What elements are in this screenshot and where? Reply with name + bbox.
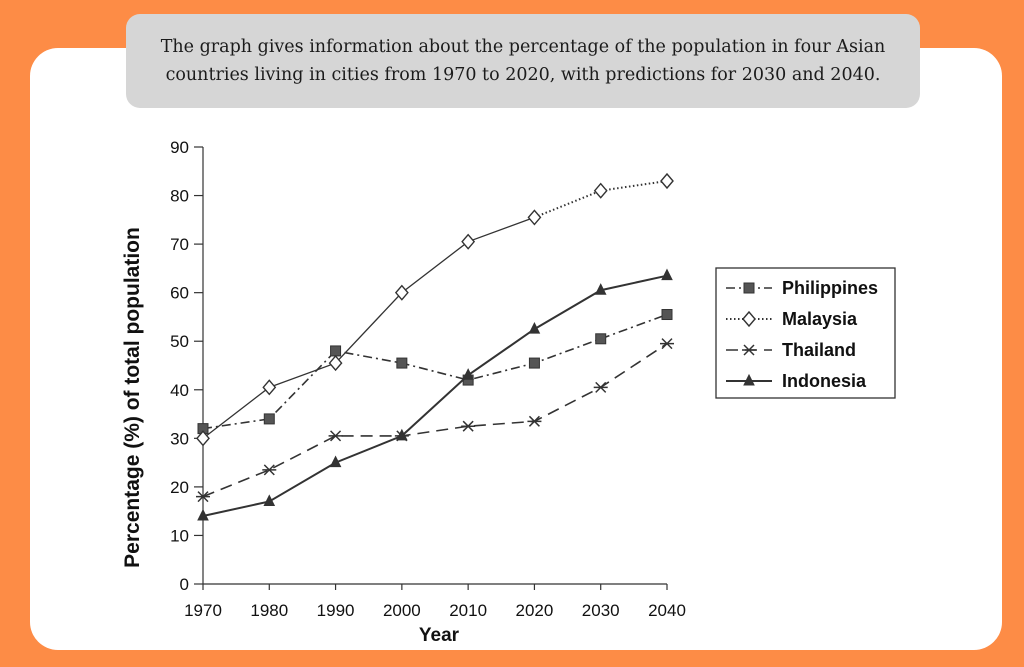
x-tick-label: 1990 [317,601,355,620]
y-tick-label: 80 [170,187,189,206]
x-axis-label: Year [419,625,460,646]
series-line-thailand [202,342,668,498]
data-point-malaysia [527,209,542,226]
data-point-thailand [262,464,277,476]
data-point-indonesia [661,268,673,281]
data-point-indonesia [462,368,474,380]
legend-marker-indonesia [743,373,755,386]
series-line-philippines [202,313,668,430]
data-point-indonesia [263,494,276,506]
caption-banner: The graph gives information about the pe… [126,14,920,108]
data-point-thailand [328,430,343,442]
data-point-thailand [660,338,674,350]
y-tick-label: 10 [170,526,189,545]
x-tick-label: 2040 [648,601,686,620]
legend-item-indonesia: Indonesia [726,371,867,391]
x-tick-label: 2000 [383,601,421,620]
data-point-philippines [263,413,275,425]
data-point-philippines [396,357,408,369]
data-point-thailand [196,491,210,503]
data-point-thailand [527,415,542,427]
data-point-malaysia [660,172,674,190]
y-tick-label: 0 [180,575,189,594]
data-point-philippines [661,309,673,321]
legend-label-thailand: Thailand [782,340,856,360]
series-line-indonesia [202,274,668,517]
data-point-malaysia [262,379,277,396]
data-point-malaysia [196,430,210,447]
caption-text: The graph gives information about the pe… [160,37,886,85]
y-tick-label: 60 [170,284,189,303]
y-tick-label: 40 [170,381,189,400]
y-tick-label: 90 [170,138,189,157]
data-point-indonesia [594,283,607,295]
x-tick-label: 2030 [582,601,620,620]
y-tick-label: 70 [170,235,189,254]
data-point-indonesia [396,428,408,441]
legend-marker-malaysia [742,310,756,328]
legend-item-malaysia: Malaysia [726,309,858,329]
y-tick-label: 30 [170,429,189,448]
data-point-thailand [461,420,476,432]
legend-marker-thailand [742,344,756,356]
data-point-thailand [593,381,608,393]
data-point-indonesia [528,321,541,334]
series-line-malaysia-projection [534,179,668,219]
y-tick-label: 20 [170,478,189,497]
data-point-malaysia [328,354,343,372]
series-line-malaysia [202,216,535,439]
legend-item-philippines: Philippines [726,278,878,298]
data-point-philippines [595,333,607,345]
legend-label-indonesia: Indonesia [782,371,867,391]
y-axis-label: Percentage (%) of total population [121,227,144,568]
legend-marker-philippines [743,282,755,294]
x-tick-label: 1980 [250,601,288,620]
data-point-malaysia [394,284,409,301]
legend-item-thailand: Thailand [726,340,856,360]
data-point-philippines [528,357,540,369]
x-tick-label: 2010 [449,601,487,620]
data-point-indonesia [197,508,209,521]
legend-label-malaysia: Malaysia [782,309,858,329]
x-tick-label: 2020 [516,601,554,620]
data-point-malaysia [461,233,476,250]
x-tick-label: 1970 [184,601,222,620]
data-point-indonesia [329,455,342,468]
legend-label-philippines: Philippines [782,278,878,298]
y-tick-label: 50 [170,332,189,351]
data-point-philippines [330,345,342,357]
data-point-malaysia [593,182,608,199]
